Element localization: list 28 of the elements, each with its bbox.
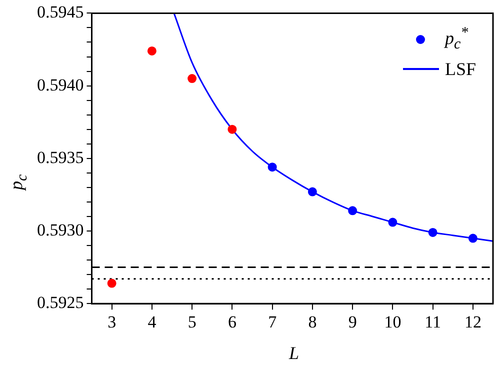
y-tick-label: 0.5925 <box>37 293 84 312</box>
point <box>428 228 438 237</box>
point <box>228 124 237 134</box>
x-tick-label: 6 <box>228 312 236 332</box>
x-axis-title: L <box>288 343 300 364</box>
x-tick-label: 7 <box>268 312 278 332</box>
x-tick-label: 9 <box>348 312 357 332</box>
point <box>468 234 478 243</box>
point <box>308 187 317 196</box>
line-series <box>173 13 493 242</box>
x-tick-label: 10 <box>384 312 402 332</box>
point <box>107 278 116 288</box>
y-tick-label: 0.5940 <box>37 75 84 94</box>
point <box>147 46 156 56</box>
x-tick-label: 11 <box>424 312 441 332</box>
x-tick-label: 12 <box>464 312 482 332</box>
point <box>388 218 398 227</box>
legend-label: LSF <box>444 58 476 80</box>
y-tick-label: 0.5930 <box>37 220 84 240</box>
point <box>188 74 197 84</box>
point <box>268 162 277 172</box>
x-tick-label: 8 <box>308 312 317 332</box>
y-tick-label: 0.5945 <box>37 2 84 22</box>
x-tick-label: 5 <box>188 312 196 332</box>
x-tick-label: 3 <box>108 312 116 332</box>
point <box>348 206 358 216</box>
x-tick-label: 4 <box>148 312 157 332</box>
y-tick-label: 0.5935 <box>37 148 84 167</box>
